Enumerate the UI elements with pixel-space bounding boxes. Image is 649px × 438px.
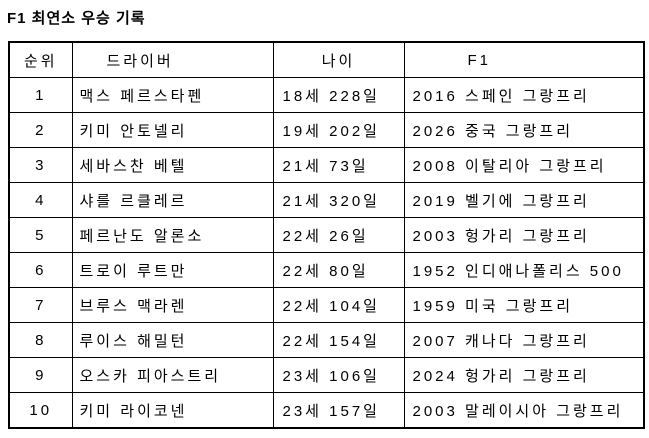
age-cell: 22세 26일	[272, 217, 405, 253]
table-row: 1 맥스 페르스타펜 18세 228일 2016 스페인 그랑프리	[8, 77, 645, 113]
age-cell: 22세 154일	[272, 322, 405, 358]
rank-cell: 8	[8, 322, 73, 358]
table-row: 3 세바스찬 베텔 21세 73일 2008 이탈리아 그랑프리	[8, 147, 645, 183]
driver-cell: 키미 안토넬리	[71, 112, 274, 148]
f1-cell: 1952 인디애나폴리스 500	[403, 252, 645, 288]
age-cell: 21세 73일	[272, 147, 405, 183]
rank-cell: 6	[8, 252, 73, 288]
age-cell: 18세 228일	[272, 77, 405, 113]
driver-cell: 샤를 르클레르	[71, 182, 274, 218]
column-header-age: 나이	[272, 41, 405, 78]
f1-cell: 2024 헝가리 그랑프리	[403, 357, 645, 393]
column-header-rank: 순위	[8, 41, 73, 78]
table-row: 2 키미 안토넬리 19세 202일 2026 중국 그랑프리	[8, 112, 645, 148]
f1-cell: 2019 벨기에 그랑프리	[403, 182, 645, 218]
rank-cell: 1	[8, 77, 73, 113]
age-cell: 23세 106일	[272, 357, 405, 393]
header-row: 순위 드라이버 나이 F1	[8, 41, 645, 78]
driver-cell: 트로이 루트만	[71, 252, 274, 288]
rank-cell: 9	[8, 357, 73, 393]
f1-cell: 2008 이탈리아 그랑프리	[403, 147, 645, 183]
table-row: 7 브루스 맥라렌 22세 104일 1959 미국 그랑프리	[8, 287, 645, 323]
rank-cell: 4	[8, 182, 73, 218]
f1-cell: 2026 중국 그랑프리	[403, 112, 645, 148]
column-header-driver: 드라이버	[71, 41, 274, 78]
page-title: F1 최연소 우승 기록	[7, 10, 146, 27]
driver-cell: 세바스찬 베텔	[71, 147, 274, 183]
age-cell: 22세 104일	[272, 287, 405, 323]
f1-cell: 1959 미국 그랑프리	[403, 287, 645, 323]
rank-cell: 3	[8, 147, 73, 183]
driver-cell: 루이스 해밀턴	[71, 322, 274, 358]
f1-cell: 2007 캐나다 그랑프리	[403, 322, 645, 358]
table-row: 6 트로이 루트만 22세 80일 1952 인디애나폴리스 500	[8, 252, 645, 288]
table-row: 5 페르난도 알론소 22세 26일 2003 헝가리 그랑프리	[8, 217, 645, 253]
age-cell: 19세 202일	[272, 112, 405, 148]
f1-cell: 2003 말레이시아 그랑프리	[403, 392, 645, 429]
table-row: 9 오스카 피아스트리 23세 106일 2024 헝가리 그랑프리	[8, 357, 645, 393]
driver-cell: 페르난도 알론소	[71, 217, 274, 253]
rank-cell: 2	[8, 112, 73, 148]
age-cell: 21세 320일	[272, 182, 405, 218]
driver-cell: 오스카 피아스트리	[71, 357, 274, 393]
age-cell: 22세 80일	[272, 252, 405, 288]
f1-cell: 2016 스페인 그랑프리	[403, 77, 645, 113]
rank-cell: 10	[8, 392, 73, 429]
column-header-f1: F1	[403, 41, 645, 78]
table-row: 8 루이스 해밀턴 22세 154일 2007 캐나다 그랑프리	[8, 322, 645, 358]
table-row: 4 샤를 르클레르 21세 320일 2019 벨기에 그랑프리	[8, 182, 645, 218]
driver-cell: 키미 라이코넨	[71, 392, 274, 429]
driver-cell: 맥스 페르스타펜	[71, 77, 274, 113]
driver-cell: 브루스 맥라렌	[71, 287, 274, 323]
rank-cell: 5	[8, 217, 73, 253]
rank-cell: 7	[8, 287, 73, 323]
table-row: 10 키미 라이코넨 23세 157일 2003 말레이시아 그랑프리	[8, 392, 645, 429]
f1-cell: 2003 헝가리 그랑프리	[403, 217, 645, 253]
records-table: 순위 드라이버 나이 F1 1 맥스 페르스타펜 18세 228일 2016 스…	[8, 41, 645, 429]
age-cell: 23세 157일	[272, 392, 405, 429]
